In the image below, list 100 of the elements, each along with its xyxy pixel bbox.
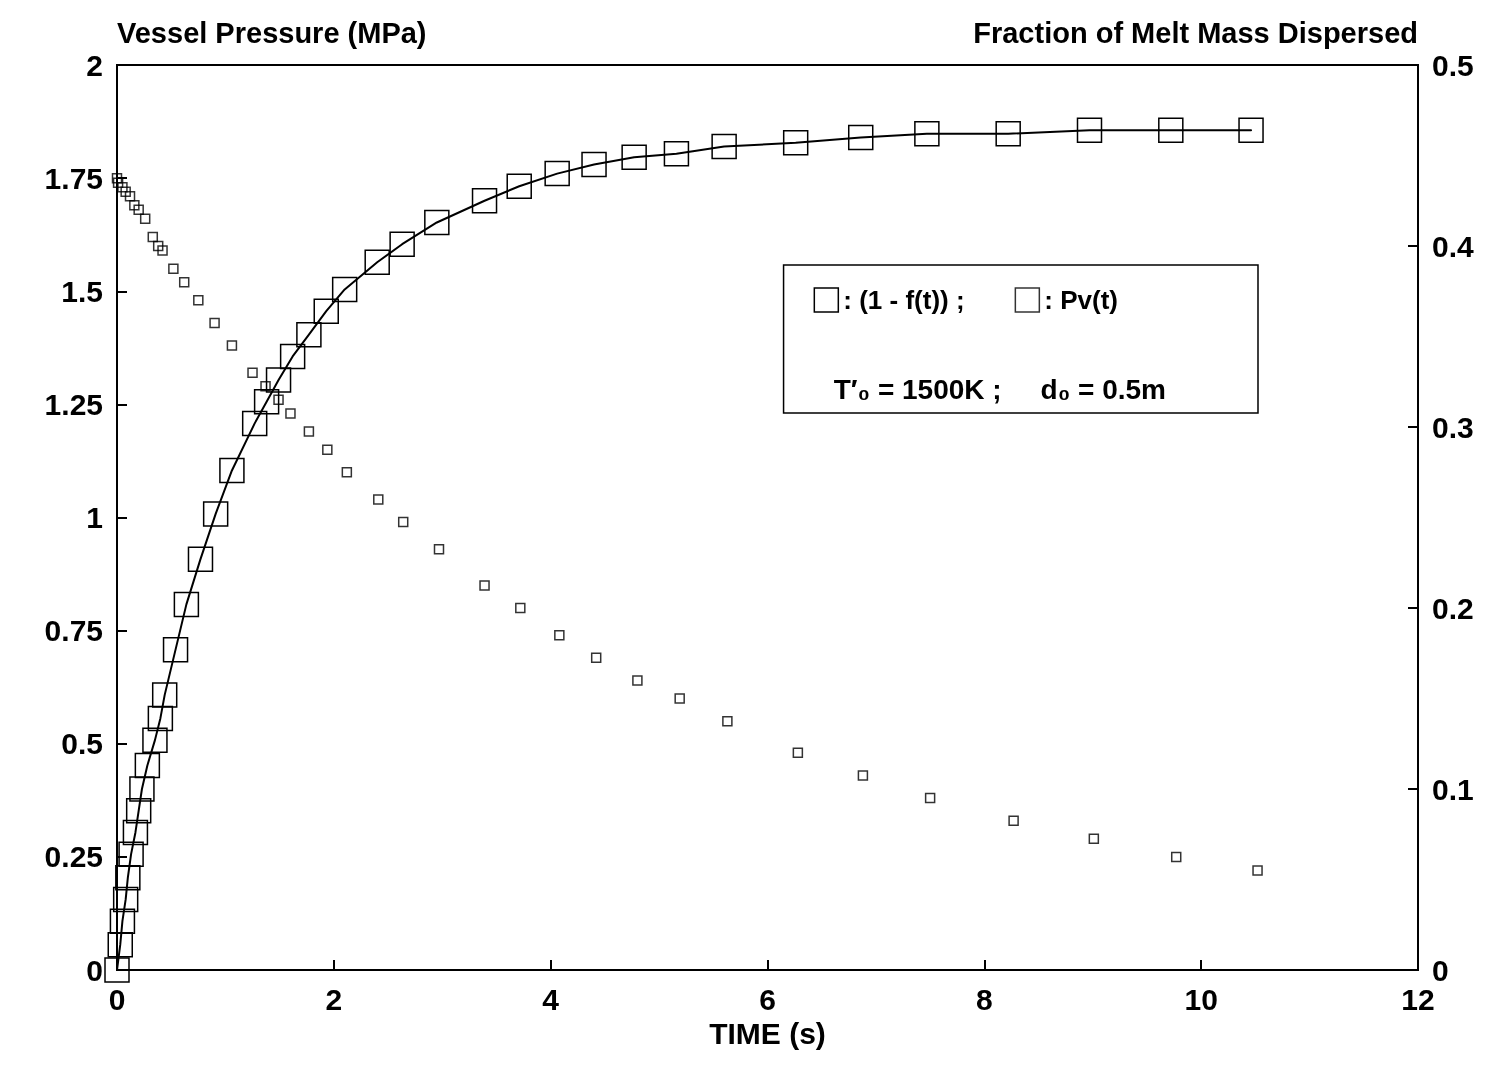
point (122, 819, 149, 846)
point (273, 394, 284, 406)
point (247, 367, 258, 378)
point (632, 675, 643, 686)
point (117, 181, 128, 193)
point (1170, 851, 1182, 863)
point (226, 340, 238, 351)
y-axis-title: Vessel Pressure (MPa) (117, 16, 427, 49)
point (142, 727, 168, 753)
point (147, 231, 159, 243)
point (581, 151, 607, 178)
point (711, 133, 737, 160)
point (253, 388, 280, 415)
point (331, 276, 358, 303)
point (995, 121, 1021, 147)
point (285, 408, 296, 419)
point (193, 295, 204, 306)
point (178, 276, 190, 288)
point (265, 367, 292, 393)
x-tick-label: 0 (108, 982, 126, 1016)
point (219, 457, 245, 484)
annotation: T′₀ = 1500K ; d₀ = 0.5m (833, 373, 1166, 405)
point (120, 186, 131, 197)
point (782, 130, 809, 156)
point (124, 190, 136, 202)
point (147, 705, 174, 732)
point (924, 792, 936, 804)
x-tick-label: 12 (1401, 982, 1435, 1016)
point (303, 426, 315, 437)
y2-tick-label: 0.4 (1432, 229, 1475, 263)
point (1252, 865, 1263, 876)
point (151, 682, 178, 708)
point (1158, 117, 1184, 143)
point (663, 140, 690, 167)
point (129, 776, 155, 802)
y2-tick-label: 0.1 (1432, 772, 1474, 806)
point (424, 209, 450, 236)
point (168, 263, 179, 274)
point (1008, 815, 1019, 826)
point (322, 444, 333, 455)
x-tick-label: 2 (325, 982, 343, 1016)
y-tick-label: 1 (86, 501, 103, 534)
point (279, 343, 306, 370)
point (112, 886, 139, 913)
point (129, 200, 140, 211)
y-tick-label: 0.75 (44, 614, 103, 648)
point (373, 494, 384, 505)
y-tick-label: 0.5 (61, 727, 103, 761)
point (397, 516, 409, 528)
legend-label: : (1 - f(t)) ; (843, 285, 965, 315)
point (674, 693, 685, 704)
point (313, 298, 339, 324)
point (857, 770, 869, 781)
x-tick-label: 10 (1184, 982, 1218, 1016)
y-tick-label: 0.25 (44, 840, 103, 874)
point (1238, 117, 1264, 143)
point (554, 629, 565, 641)
point (118, 841, 144, 867)
point (544, 160, 570, 187)
point (202, 501, 229, 527)
y2-tick-label: 0.3 (1432, 410, 1474, 444)
point (1076, 117, 1103, 143)
point (722, 715, 733, 727)
point (104, 957, 130, 983)
point (341, 467, 353, 478)
point (173, 591, 200, 618)
x-axis-title: TIME (s) (709, 1017, 826, 1051)
y-tick-label: 0 (86, 953, 103, 987)
point (152, 240, 164, 252)
point (621, 144, 647, 171)
point (590, 652, 602, 664)
point (296, 321, 322, 348)
x-tick-label: 6 (759, 982, 776, 1016)
point (133, 204, 144, 216)
point (107, 931, 133, 958)
y-tick-label: 2 (86, 48, 103, 82)
y2-axis-title: Fraction of Melt Mass Dispersed (973, 16, 1418, 49)
point (209, 317, 220, 329)
point (111, 172, 123, 184)
point (260, 381, 271, 392)
point (1088, 833, 1100, 845)
y2-tick-label: 0.5 (1432, 48, 1474, 82)
point (112, 177, 124, 188)
point (241, 410, 268, 437)
point (515, 602, 526, 614)
point (157, 245, 168, 256)
point (914, 121, 940, 147)
point (506, 173, 532, 200)
y-tick-label: 1.25 (44, 387, 103, 421)
point (471, 188, 498, 214)
y2-tick-label: 0 (1432, 953, 1449, 987)
legend-label: : Pv(t) (1044, 285, 1119, 315)
point (125, 797, 152, 824)
y-tick-label: 1.5 (61, 274, 103, 308)
point (162, 636, 189, 663)
point (109, 908, 136, 934)
x-tick-label: 8 (975, 982, 993, 1016)
point (389, 231, 415, 257)
point (139, 213, 151, 225)
point (847, 124, 874, 151)
